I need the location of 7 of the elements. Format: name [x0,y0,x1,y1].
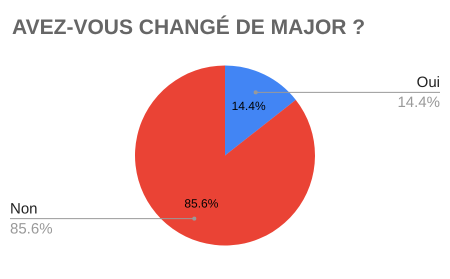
text: 14.4% [397,94,440,111]
slice-label: Non [10,200,38,218]
slice-label: Oui [416,74,440,91]
chart-title: AVEZ-VOUS CHANGÉ DE MAJOR ? [12,16,366,40]
data-label: 85.6% [184,196,219,210]
data-label: 14.4% [232,99,266,114]
text: 85.6% [10,220,53,238]
